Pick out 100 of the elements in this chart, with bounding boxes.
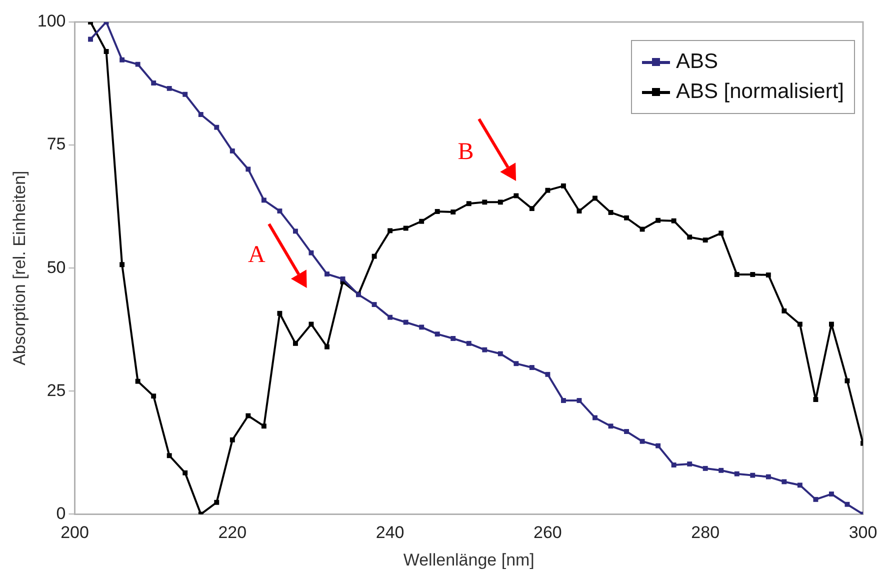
point: [514, 193, 519, 198]
point: [198, 112, 204, 118]
point: [434, 209, 440, 214]
point: [782, 479, 787, 484]
y-tick-label: 100: [37, 12, 66, 31]
point: [545, 372, 550, 377]
x-axis-title: Wellenlänge [nm]: [403, 550, 534, 570]
point: [671, 462, 676, 468]
point: [624, 215, 630, 220]
point: [261, 198, 266, 203]
point: [576, 398, 582, 403]
point: [514, 361, 519, 366]
point: [388, 314, 393, 320]
point: [246, 166, 251, 172]
point: [166, 453, 172, 458]
point: [560, 183, 566, 188]
point: [135, 62, 140, 67]
point: [718, 468, 724, 473]
point: [687, 234, 692, 240]
point: [656, 443, 661, 448]
point: [214, 124, 220, 130]
point: [640, 226, 645, 232]
point: [151, 394, 156, 399]
x-tick-label: 200: [60, 523, 89, 542]
point: [135, 378, 140, 384]
point: [576, 208, 582, 214]
point: [230, 437, 235, 442]
point: [766, 272, 771, 278]
point: [104, 49, 109, 54]
point: [120, 262, 125, 268]
point: [624, 429, 630, 434]
point: [750, 272, 756, 277]
point: [560, 398, 566, 403]
y-tick-label: 50: [46, 258, 66, 277]
point: [466, 201, 472, 206]
point: [797, 482, 802, 488]
point: [450, 210, 456, 214]
point: [498, 200, 503, 205]
point: [608, 424, 614, 429]
x-tick-label: 260: [534, 523, 562, 542]
point: [828, 492, 834, 496]
point: [640, 438, 645, 444]
x-tick-label: 240: [376, 523, 404, 542]
point: [324, 344, 330, 350]
point: [419, 218, 424, 224]
point: [434, 332, 440, 337]
point: [246, 413, 251, 418]
point: [403, 226, 408, 231]
point: [545, 188, 550, 193]
point: [671, 218, 676, 224]
point: [498, 351, 503, 356]
point: [277, 208, 282, 214]
point: [750, 472, 756, 478]
annotation: B: [458, 138, 474, 166]
point: [734, 272, 740, 277]
point: [261, 424, 266, 429]
point: [608, 210, 614, 215]
point: [450, 336, 456, 341]
x-tick-label: 300: [848, 523, 878, 542]
point: [592, 415, 598, 420]
y-tick-label: 75: [46, 134, 66, 154]
point: [308, 322, 314, 327]
point: [292, 228, 298, 234]
point: [529, 206, 534, 212]
point: [120, 57, 125, 62]
point: [782, 308, 787, 314]
point: [702, 238, 708, 243]
legend-label: ABS [normalisiert]: [676, 79, 844, 105]
point: [529, 365, 534, 370]
point: [718, 230, 724, 236]
point: [482, 200, 488, 205]
point: [166, 86, 172, 91]
point: [340, 276, 346, 282]
point: [813, 496, 818, 502]
point: [844, 378, 850, 384]
point: [324, 272, 330, 276]
point: [182, 92, 188, 97]
point: [182, 470, 188, 476]
point: [687, 462, 692, 466]
point: [419, 324, 424, 330]
point: [592, 196, 598, 201]
point: [656, 218, 661, 223]
point: [828, 322, 834, 327]
point: [403, 320, 408, 325]
point: [813, 397, 818, 402]
point: [844, 502, 850, 507]
point: [482, 347, 488, 352]
point: [797, 322, 802, 327]
legend-label: ABS: [676, 49, 718, 75]
annotation: A: [248, 240, 266, 269]
point: [308, 250, 314, 256]
point: [230, 148, 235, 154]
point: [372, 302, 377, 307]
point: [372, 254, 377, 259]
x-tick-label: 280: [691, 523, 720, 542]
point: [466, 340, 472, 346]
point: [766, 474, 771, 480]
y-axis-title: Absorption [rel. Einheiten]: [10, 170, 29, 366]
y-tick-label: 25: [46, 380, 66, 400]
point: [388, 228, 393, 234]
